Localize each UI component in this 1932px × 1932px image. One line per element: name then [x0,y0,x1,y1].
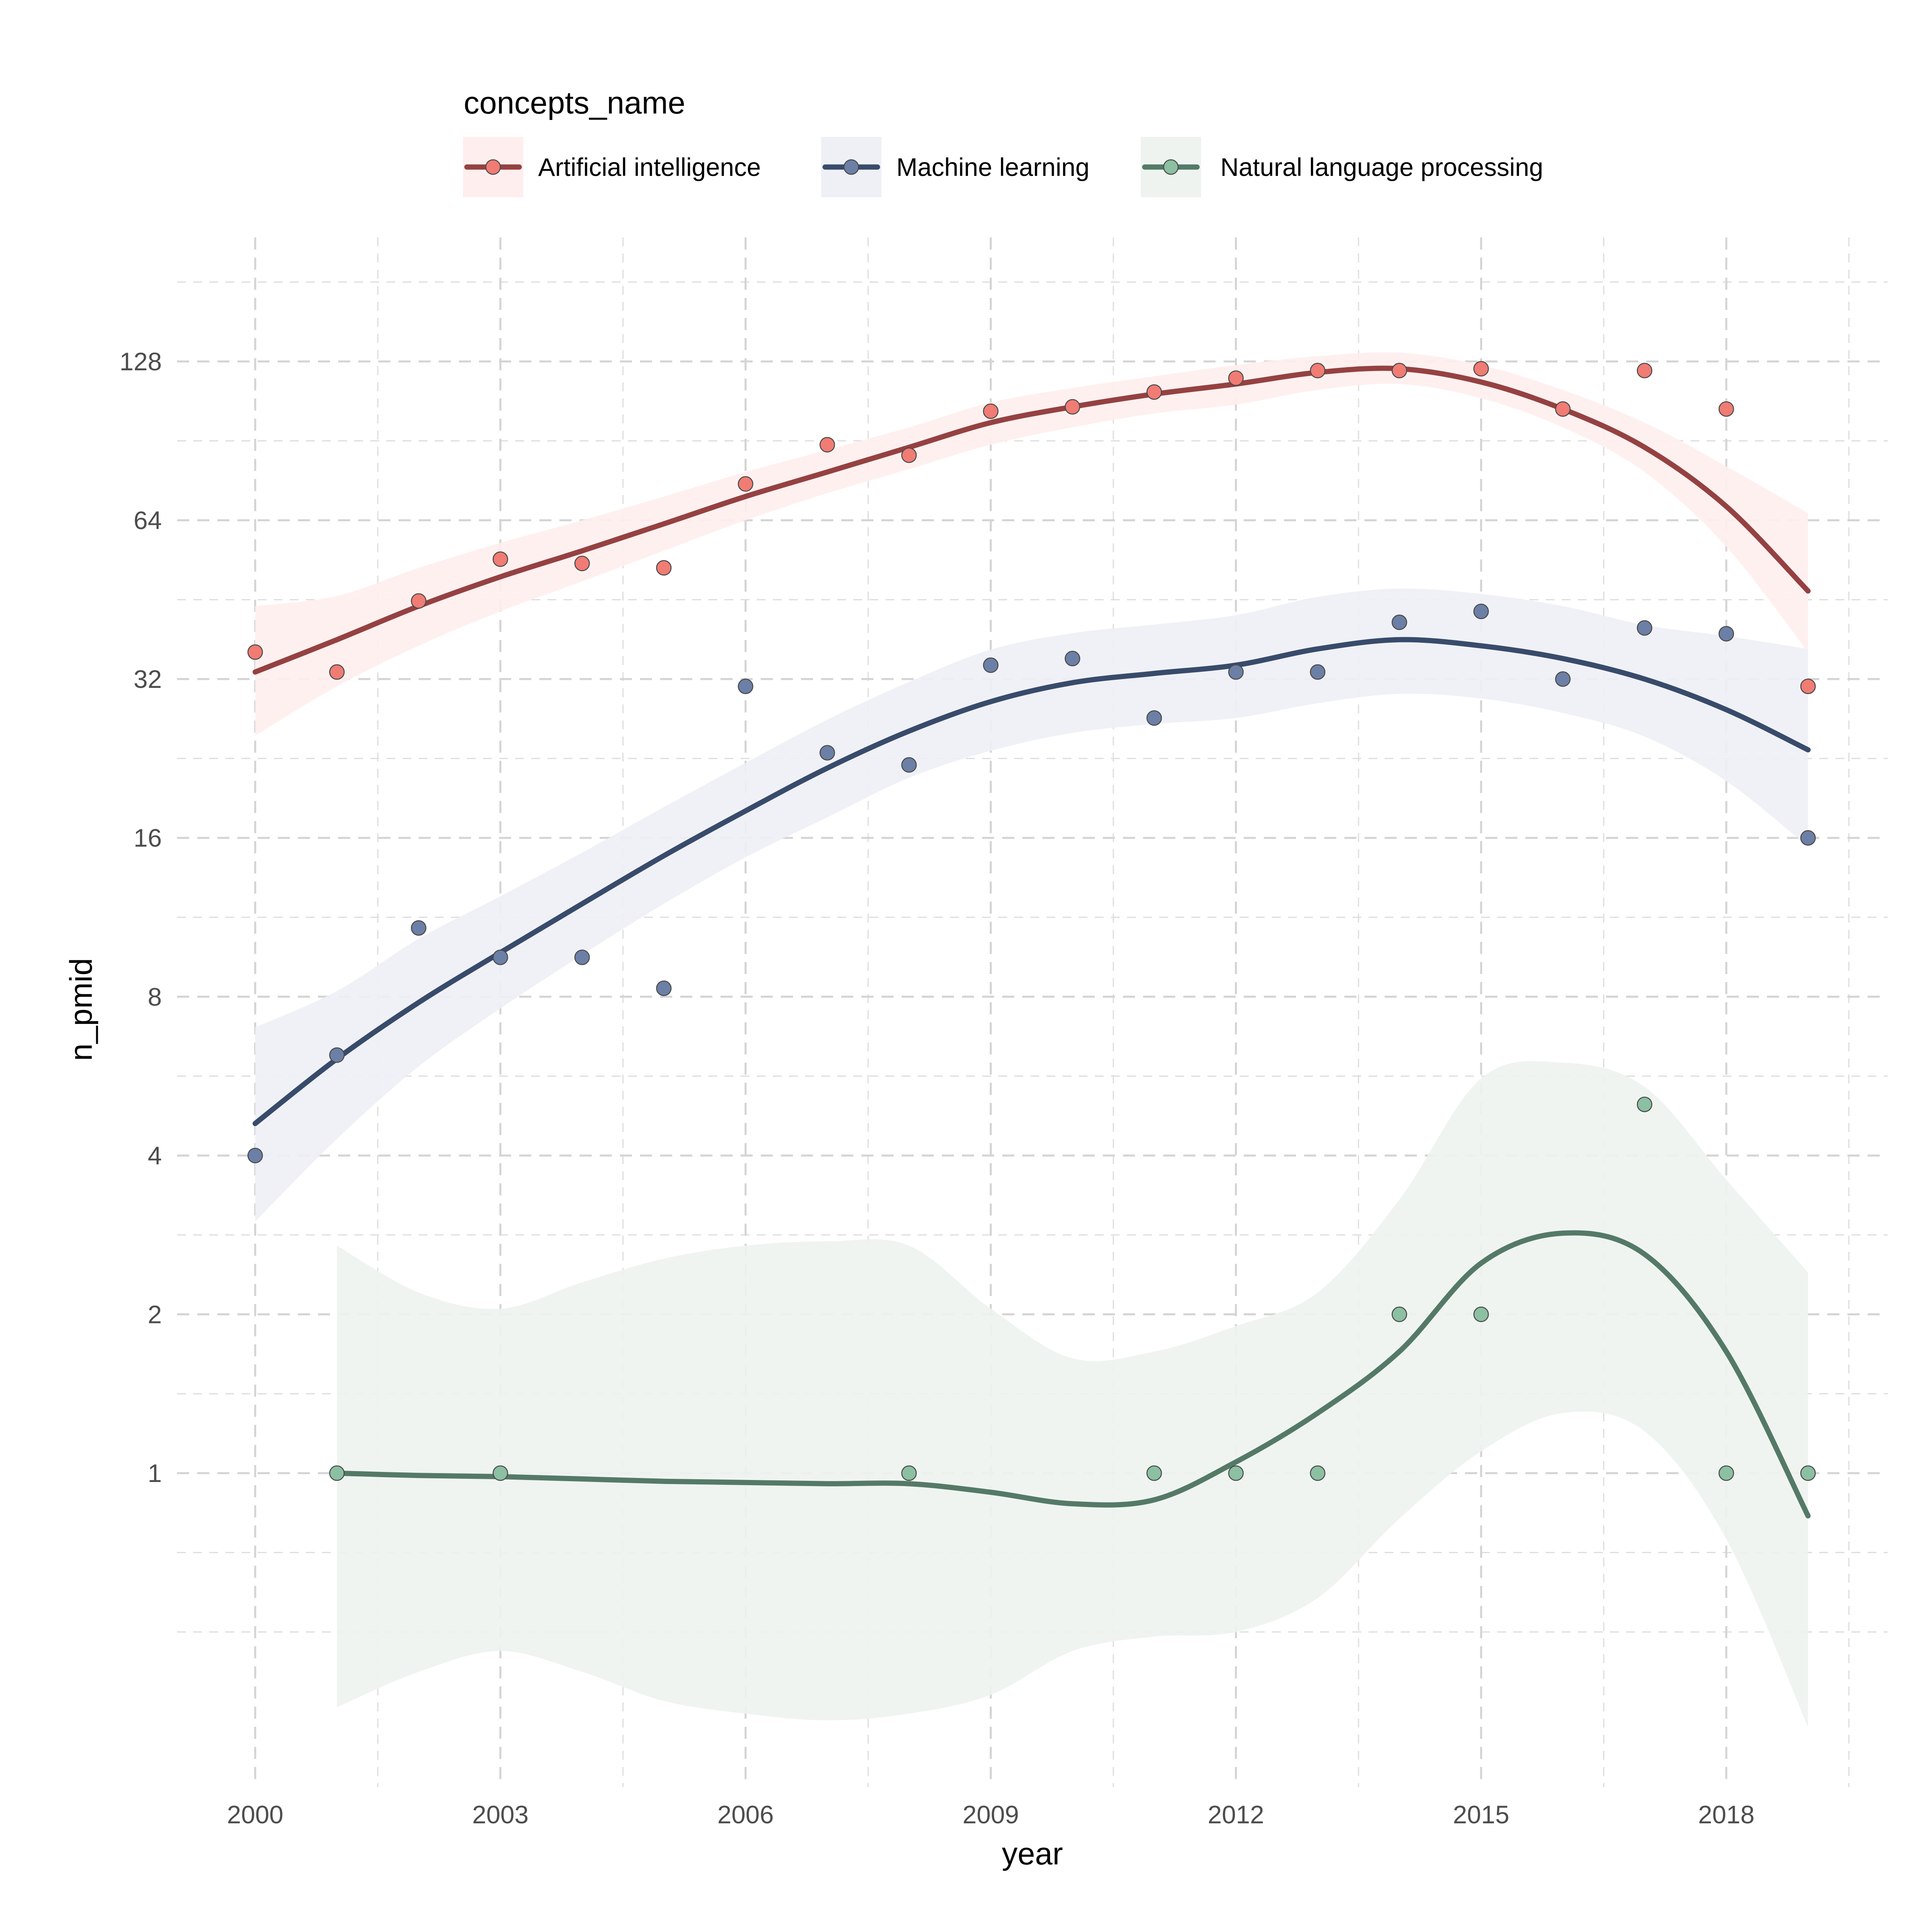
x-axis-title: year [1002,1836,1063,1871]
data-point [1800,678,1816,694]
data-point [983,403,999,419]
x-tick-label: 2018 [1698,1801,1754,1829]
data-point [1146,710,1162,726]
data-point [819,745,835,761]
x-tick-label: 2003 [472,1801,528,1829]
data-point [656,560,672,576]
data-point [492,949,508,965]
data-point [819,437,835,453]
data-point [1555,671,1571,687]
y-tick-label: 4 [148,1142,162,1170]
legend-items: Artificial intelligence Machine learning N… [463,137,1543,197]
confidence-bands [255,352,1808,1728]
data-point [574,949,590,965]
legend-label: Machine learning [896,153,1090,182]
y-tick-label: 2 [148,1300,162,1329]
legend-key-point [1163,159,1179,175]
data-point [983,657,999,673]
x-tick-label: 2006 [717,1801,774,1829]
y-tick-label: 32 [134,665,162,694]
data-point [329,664,345,680]
data-point [1310,664,1325,680]
data-point [1473,603,1489,619]
data-point [901,447,917,463]
data-point [1391,614,1407,630]
data-point [1555,401,1571,417]
confidence-band [337,1061,1808,1728]
data-point [492,551,508,567]
x-tick-label: 2009 [962,1801,1019,1829]
data-point [1391,1307,1407,1322]
data-point [1310,1465,1325,1481]
legend-label: Natural language processing [1220,153,1543,182]
data-point [1146,1465,1162,1481]
y-tick-label: 8 [148,983,162,1011]
data-point [901,757,917,773]
data-point [329,1047,345,1063]
data-point [247,644,263,660]
data-point [738,476,753,492]
y-tick-label: 1 [148,1459,162,1488]
data-point [1800,1465,1816,1481]
legend-key-point [843,159,859,175]
data-point [1800,830,1816,846]
data-point [1718,1465,1734,1481]
y-axis-title: n_pmid [63,958,99,1061]
data-point [411,593,427,609]
x-tick-label: 2015 [1453,1801,1509,1829]
data-point [1718,401,1734,417]
y-tick-label: 16 [134,824,162,852]
data-point [574,555,590,572]
confidence-band [255,588,1808,1222]
data-point [1637,620,1653,636]
data-point [1473,1307,1489,1322]
data-point [1310,363,1325,378]
data-point [901,1465,917,1481]
data-point [1391,363,1407,378]
legend-title: concepts_name [464,85,685,120]
data-point [1228,664,1244,680]
data-point [1473,361,1489,377]
y-tick-label: 128 [120,348,162,376]
data-points [247,361,1816,1481]
data-point [1065,650,1080,667]
data-point [411,920,427,936]
data-point [1146,384,1162,400]
y-tick-label: 64 [134,507,162,535]
data-point [1718,626,1734,642]
data-point [492,1465,508,1481]
data-point [738,678,753,694]
data-point [1228,370,1244,386]
legend-key-point [485,159,501,175]
x-tick-label: 2012 [1208,1801,1264,1829]
axes: 2000 2003 2006 2009 2012 2015 2018 1 2 4 8 16 32 64 12… [120,348,1754,1829]
x-tick-label: 2000 [227,1801,283,1829]
legend: concepts_name Artificial intelligence Mac… [463,85,1543,197]
data-point [1637,1096,1653,1113]
smooth-line [334,1230,1811,1519]
data-point [247,1148,263,1164]
data-point [656,980,672,996]
data-point [1065,399,1080,415]
data-point [1637,363,1653,378]
confidence-band [255,352,1808,736]
data-point [1228,1465,1244,1481]
legend-label: Artificial intelligence [538,153,761,182]
data-point [329,1465,345,1481]
